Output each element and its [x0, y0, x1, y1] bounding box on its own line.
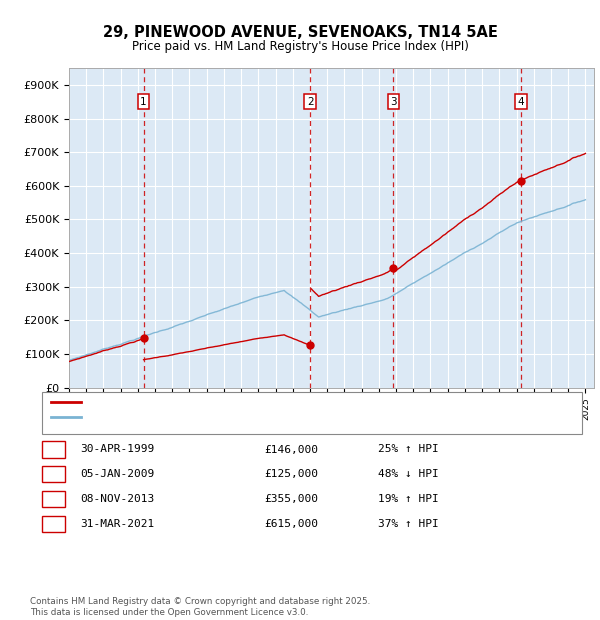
Text: £146,000: £146,000 [264, 445, 318, 454]
Text: 19% ↑ HPI: 19% ↑ HPI [378, 494, 439, 504]
Text: 1: 1 [50, 445, 57, 454]
Text: £355,000: £355,000 [264, 494, 318, 504]
Text: Contains HM Land Registry data © Crown copyright and database right 2025.
This d: Contains HM Land Registry data © Crown c… [30, 598, 370, 617]
Text: 2: 2 [307, 97, 314, 107]
Text: 2: 2 [50, 469, 57, 479]
Text: 30-APR-1999: 30-APR-1999 [80, 445, 154, 454]
Text: 3: 3 [50, 494, 57, 504]
Text: 3: 3 [390, 97, 397, 107]
Text: 48% ↓ HPI: 48% ↓ HPI [378, 469, 439, 479]
Text: 31-MAR-2021: 31-MAR-2021 [80, 519, 154, 529]
Text: HPI: Average price, semi-detached house, Sevenoaks: HPI: Average price, semi-detached house,… [87, 412, 365, 422]
Text: 29, PINEWOOD AVENUE, SEVENOAKS, TN14 5AE: 29, PINEWOOD AVENUE, SEVENOAKS, TN14 5AE [103, 25, 497, 40]
Text: 37% ↑ HPI: 37% ↑ HPI [378, 519, 439, 529]
Text: 25% ↑ HPI: 25% ↑ HPI [378, 445, 439, 454]
Text: 05-JAN-2009: 05-JAN-2009 [80, 469, 154, 479]
Text: 29, PINEWOOD AVENUE, SEVENOAKS, TN14 5AE (semi-detached house): 29, PINEWOOD AVENUE, SEVENOAKS, TN14 5AE… [87, 397, 461, 407]
Text: £125,000: £125,000 [264, 469, 318, 479]
Text: 4: 4 [518, 97, 524, 107]
Text: Price paid vs. HM Land Registry's House Price Index (HPI): Price paid vs. HM Land Registry's House … [131, 40, 469, 53]
Text: 4: 4 [50, 519, 57, 529]
Text: 1: 1 [140, 97, 147, 107]
Text: £615,000: £615,000 [264, 519, 318, 529]
Text: 08-NOV-2013: 08-NOV-2013 [80, 494, 154, 504]
